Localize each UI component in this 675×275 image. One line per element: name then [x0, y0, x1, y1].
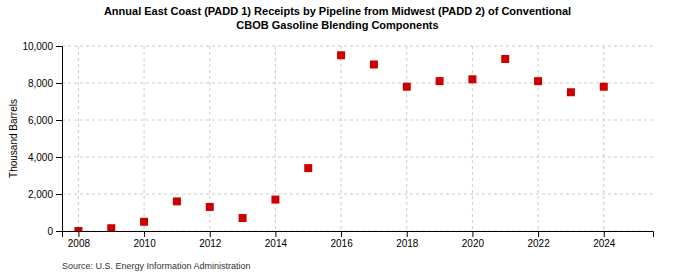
y-tick-label: 0 — [47, 226, 53, 237]
y-tick-mark — [56, 46, 62, 47]
x-tick-mark — [538, 231, 539, 237]
y-tick-mark — [56, 194, 62, 195]
plot: 2008 2010 2012 2014 2016 2018 2020 2022 2024 0 2,0… — [22, 41, 653, 249]
grid-line — [603, 46, 604, 231]
grid-line — [62, 46, 653, 47]
x-tick: 2012 — [199, 231, 222, 249]
x-tick: 2008 — [68, 231, 91, 249]
grid-line — [144, 46, 145, 231]
point — [239, 214, 247, 222]
y-tick-mark — [56, 83, 62, 84]
title-line: Annual East Coast (PADD 1) Receipts by P… — [104, 5, 571, 17]
x-tick-label: 2022 — [527, 238, 550, 249]
chart: 2008 2010 2012 2014 2016 2018 2020 2022 2024 0 2,0… — [0, 0, 675, 275]
point — [107, 224, 115, 231]
x-tick: 2020 — [462, 231, 485, 249]
y-tick: 6,000 — [28, 115, 62, 126]
x-tick-mark — [210, 231, 211, 237]
point — [173, 197, 181, 205]
point — [534, 77, 542, 85]
title: Annual East Coast (PADD 1) Receipts by P… — [104, 5, 571, 31]
x-tick-label: 2016 — [330, 238, 353, 249]
point — [436, 77, 444, 85]
point — [403, 83, 411, 91]
point — [501, 55, 509, 63]
x-tick-mark — [78, 231, 79, 237]
grid-line — [62, 194, 653, 195]
x-tick-label: 2008 — [68, 238, 91, 249]
point — [140, 218, 148, 226]
y-tick-mark — [56, 157, 62, 158]
x-tick: 2016 — [330, 231, 353, 249]
y-tick: 0 — [47, 226, 62, 237]
y-tick-label: 10,000 — [22, 41, 53, 52]
x-tick-label: 2024 — [593, 238, 616, 249]
grid-line — [62, 83, 653, 84]
point — [206, 203, 214, 211]
point — [567, 88, 575, 96]
grid-line — [406, 46, 407, 231]
x-axis: 2008 2010 2012 2014 2016 2018 2020 2022 2024 — [63, 231, 654, 249]
point — [600, 83, 608, 91]
x-tick-mark — [407, 231, 408, 237]
x-tick-label: 2014 — [265, 238, 288, 249]
y-tick: 10,000 — [22, 41, 62, 52]
x-tick: 2024 — [593, 231, 616, 249]
x-tick-mark — [341, 231, 342, 237]
x-tick-label: 2018 — [396, 238, 419, 249]
y-tick: 4,000 — [28, 152, 62, 163]
grid-line — [472, 46, 473, 231]
point — [74, 227, 82, 231]
y-axis-line — [56, 47, 63, 232]
x-tick: 2010 — [133, 231, 156, 249]
grid-line — [62, 120, 653, 121]
x-axis-line — [63, 232, 654, 238]
grid-line — [78, 46, 79, 231]
point — [271, 196, 279, 204]
y-axis-title: Thousand Barrels — [8, 99, 19, 178]
title-line: CBOB Gasoline Blending Components — [236, 19, 438, 31]
point — [337, 51, 345, 59]
grid-line — [538, 46, 539, 231]
y-tick: 8,000 — [28, 78, 62, 89]
y-axis: 0 2,000 4,000 6,000 8,000 10,000 — [22, 41, 62, 237]
x-tick-mark — [275, 231, 276, 237]
x-tick-mark — [472, 231, 473, 237]
points — [74, 51, 607, 231]
grid-line — [62, 157, 653, 158]
y-tick-label: 4,000 — [28, 152, 53, 163]
y-tick-mark — [56, 231, 62, 232]
y-tick-label: 2,000 — [28, 189, 53, 200]
point — [468, 75, 476, 83]
x-tick-mark — [604, 231, 605, 237]
y-tick-mark — [56, 120, 62, 121]
x-tick: 2018 — [396, 231, 419, 249]
x-tick-label: 2012 — [199, 238, 222, 249]
grid — [62, 46, 653, 231]
y-tick: 2,000 — [28, 189, 62, 200]
x-tick-label: 2020 — [462, 238, 485, 249]
y-tick-label: 8,000 — [28, 78, 53, 89]
y-tick-label: 6,000 — [28, 115, 53, 126]
point — [370, 61, 378, 69]
x-tick: 2014 — [265, 231, 288, 249]
grid-line — [341, 46, 342, 231]
annotation: Source: U.S. Energy Information Administ… — [62, 261, 251, 271]
x-tick-mark — [144, 231, 145, 237]
x-tick-label: 2010 — [133, 238, 156, 249]
point — [304, 164, 312, 172]
x-tick: 2022 — [527, 231, 550, 249]
